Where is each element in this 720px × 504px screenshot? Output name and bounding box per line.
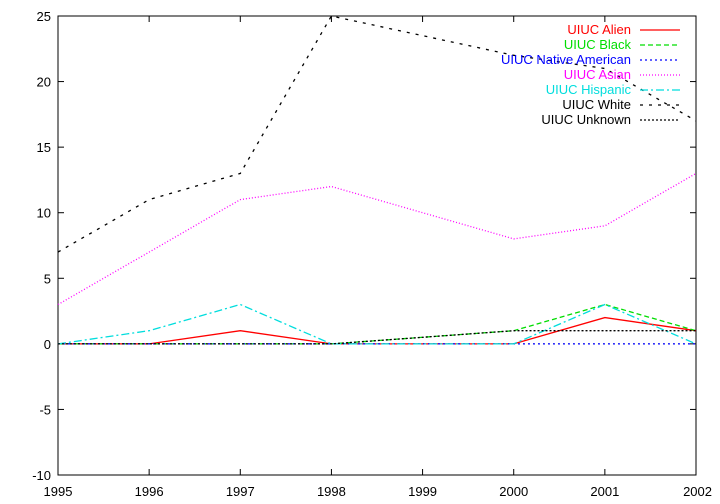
y-tick-label: -5	[39, 402, 51, 417]
series-line-uiuc-black	[58, 303, 697, 345]
x-tick-label: 2000	[499, 484, 528, 499]
x-tick-label: 2002	[683, 484, 712, 499]
legend-label: UIUC Native American	[501, 52, 631, 67]
series-line-uiuc-hispanic	[57, 303, 697, 345]
y-tick-label: 20	[37, 75, 51, 90]
legend-label: UIUC White	[562, 97, 631, 112]
x-tick-label: 1995	[44, 484, 73, 499]
x-tick-label: 1999	[408, 484, 437, 499]
series-line-uiuc-alien	[58, 316, 697, 345]
legend-label: UIUC Black	[564, 37, 632, 52]
y-tick-label: -10	[32, 468, 51, 483]
legend-label: UIUC Asian	[564, 67, 631, 82]
y-tick-label: 0	[44, 337, 51, 352]
series-lines	[57, 15, 697, 345]
x-tick-label: 1998	[317, 484, 346, 499]
series-line-uiuc-asian	[57, 172, 697, 306]
legend-label: UIUC Unknown	[541, 112, 631, 127]
legend-label: UIUC Hispanic	[546, 82, 632, 97]
axis-ticks: 1995 1996 1997 1998 1999 2000 2001 2002 -10 -5 0 5 1…	[32, 9, 712, 499]
legend-label: UIUC Alien	[567, 22, 631, 37]
plot-frame	[57, 15, 697, 476]
x-tick-label: 1997	[226, 484, 255, 499]
y-tick-label: 10	[37, 206, 51, 221]
x-tick-label: 2001	[590, 484, 619, 499]
y-tick-label: 5	[44, 271, 51, 286]
y-tick-label: 25	[37, 9, 51, 24]
x-tick-label: 1996	[135, 484, 164, 499]
y-tick-label: 15	[37, 140, 51, 155]
series-line-uiuc-unknown	[58, 330, 696, 345]
